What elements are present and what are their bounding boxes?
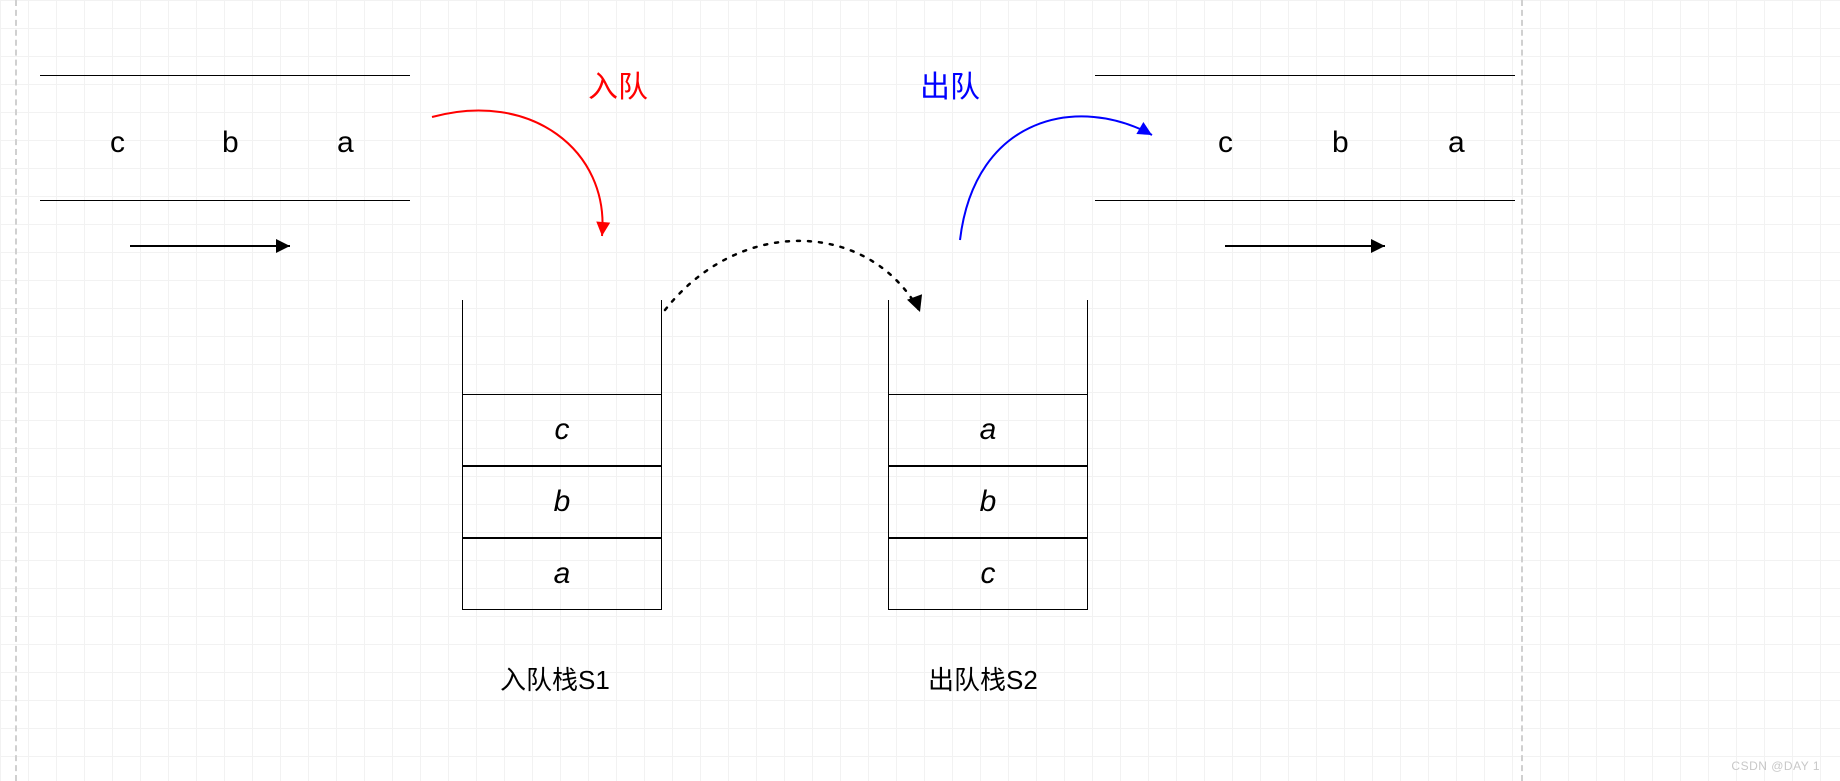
- dequeue-stack-s2: a b c: [888, 300, 1088, 610]
- dequeue-stack-label: 出队栈S2: [928, 660, 1038, 697]
- crop-guide-left: [15, 0, 17, 781]
- stack-cell: c: [888, 538, 1088, 610]
- enqueue-arrow: [432, 110, 610, 236]
- output-queue-item: a: [1448, 126, 1465, 160]
- stack-cell: b: [888, 466, 1088, 538]
- input-queue: c b a: [40, 0, 410, 260]
- output-queue-item: b: [1332, 126, 1349, 160]
- enqueue-stack-label: 入队栈S1: [500, 660, 610, 697]
- enqueue-label: 入队: [588, 62, 648, 106]
- stack-cell: b: [462, 466, 662, 538]
- enqueue-stack-s1: c b a: [462, 300, 662, 610]
- dequeue-label: 出队: [920, 62, 980, 106]
- diagram-canvas: 入队 出队 c b a c b a c b a 入队栈S1 a b c 出队栈S…: [0, 0, 1840, 781]
- stack-cell: c: [462, 394, 662, 466]
- input-queue-item: a: [337, 126, 354, 160]
- crop-guide-right: [1521, 0, 1523, 781]
- stack-cell: a: [462, 538, 662, 610]
- input-queue-item: c: [110, 126, 125, 160]
- watermark: CSDN @DAY 1: [1731, 759, 1820, 773]
- input-queue-item: b: [222, 126, 239, 160]
- stack-cell: a: [888, 394, 1088, 466]
- output-queue-item: c: [1218, 126, 1233, 160]
- output-queue: c b a: [1095, 0, 1515, 260]
